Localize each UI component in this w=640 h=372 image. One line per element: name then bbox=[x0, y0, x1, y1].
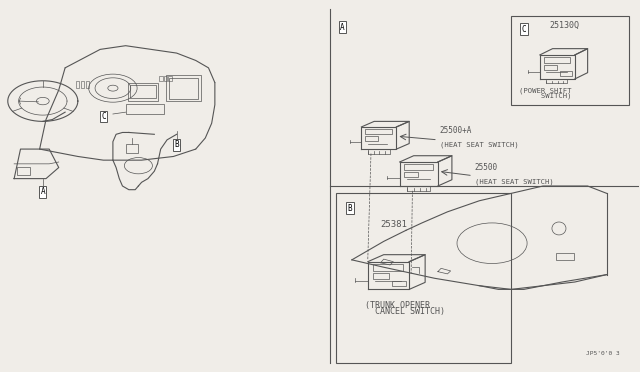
Text: 25500: 25500 bbox=[475, 163, 498, 172]
Text: 25381: 25381 bbox=[381, 220, 408, 229]
Bar bbox=[392, 280, 406, 286]
Text: A: A bbox=[340, 23, 344, 32]
Bar bbox=[17, 167, 30, 175]
Bar bbox=[127, 83, 158, 101]
Bar bbox=[76, 81, 79, 88]
Bar bbox=[126, 144, 138, 153]
Text: CANCEL SWITCH): CANCEL SWITCH) bbox=[365, 307, 445, 316]
Text: (HEAT SEAT SWITCH): (HEAT SEAT SWITCH) bbox=[440, 142, 518, 148]
Bar bbox=[86, 81, 90, 88]
Text: 25130Q: 25130Q bbox=[549, 21, 579, 30]
Bar bbox=[373, 273, 389, 279]
Bar bbox=[544, 64, 557, 70]
Bar bbox=[164, 76, 167, 81]
Bar bbox=[168, 76, 172, 81]
Text: SWITCH): SWITCH) bbox=[520, 93, 572, 99]
Text: 25500+A: 25500+A bbox=[440, 126, 472, 135]
Bar bbox=[81, 81, 84, 88]
Bar bbox=[130, 85, 156, 99]
Bar bbox=[365, 136, 378, 141]
Text: (HEAT SEAT SWITCH): (HEAT SEAT SWITCH) bbox=[475, 179, 554, 185]
Bar bbox=[365, 129, 392, 134]
Bar bbox=[544, 57, 570, 62]
Bar bbox=[159, 76, 163, 81]
Text: JP5'0'0 3: JP5'0'0 3 bbox=[586, 351, 620, 356]
Text: B: B bbox=[174, 140, 179, 149]
Text: (TRUNK OPENER: (TRUNK OPENER bbox=[365, 301, 429, 310]
Text: B: B bbox=[348, 203, 352, 213]
Bar bbox=[404, 171, 418, 177]
Bar bbox=[169, 78, 198, 99]
Bar bbox=[560, 71, 572, 76]
Text: C: C bbox=[522, 25, 526, 33]
Bar bbox=[336, 193, 511, 363]
Bar bbox=[556, 253, 573, 260]
Text: C: C bbox=[101, 112, 106, 121]
Text: (POWER SHIFT: (POWER SHIFT bbox=[520, 87, 572, 93]
Bar bbox=[125, 104, 164, 114]
Bar bbox=[404, 164, 433, 170]
Bar bbox=[511, 16, 629, 105]
Bar bbox=[166, 75, 201, 101]
Bar bbox=[373, 264, 403, 271]
Text: A: A bbox=[40, 187, 45, 196]
